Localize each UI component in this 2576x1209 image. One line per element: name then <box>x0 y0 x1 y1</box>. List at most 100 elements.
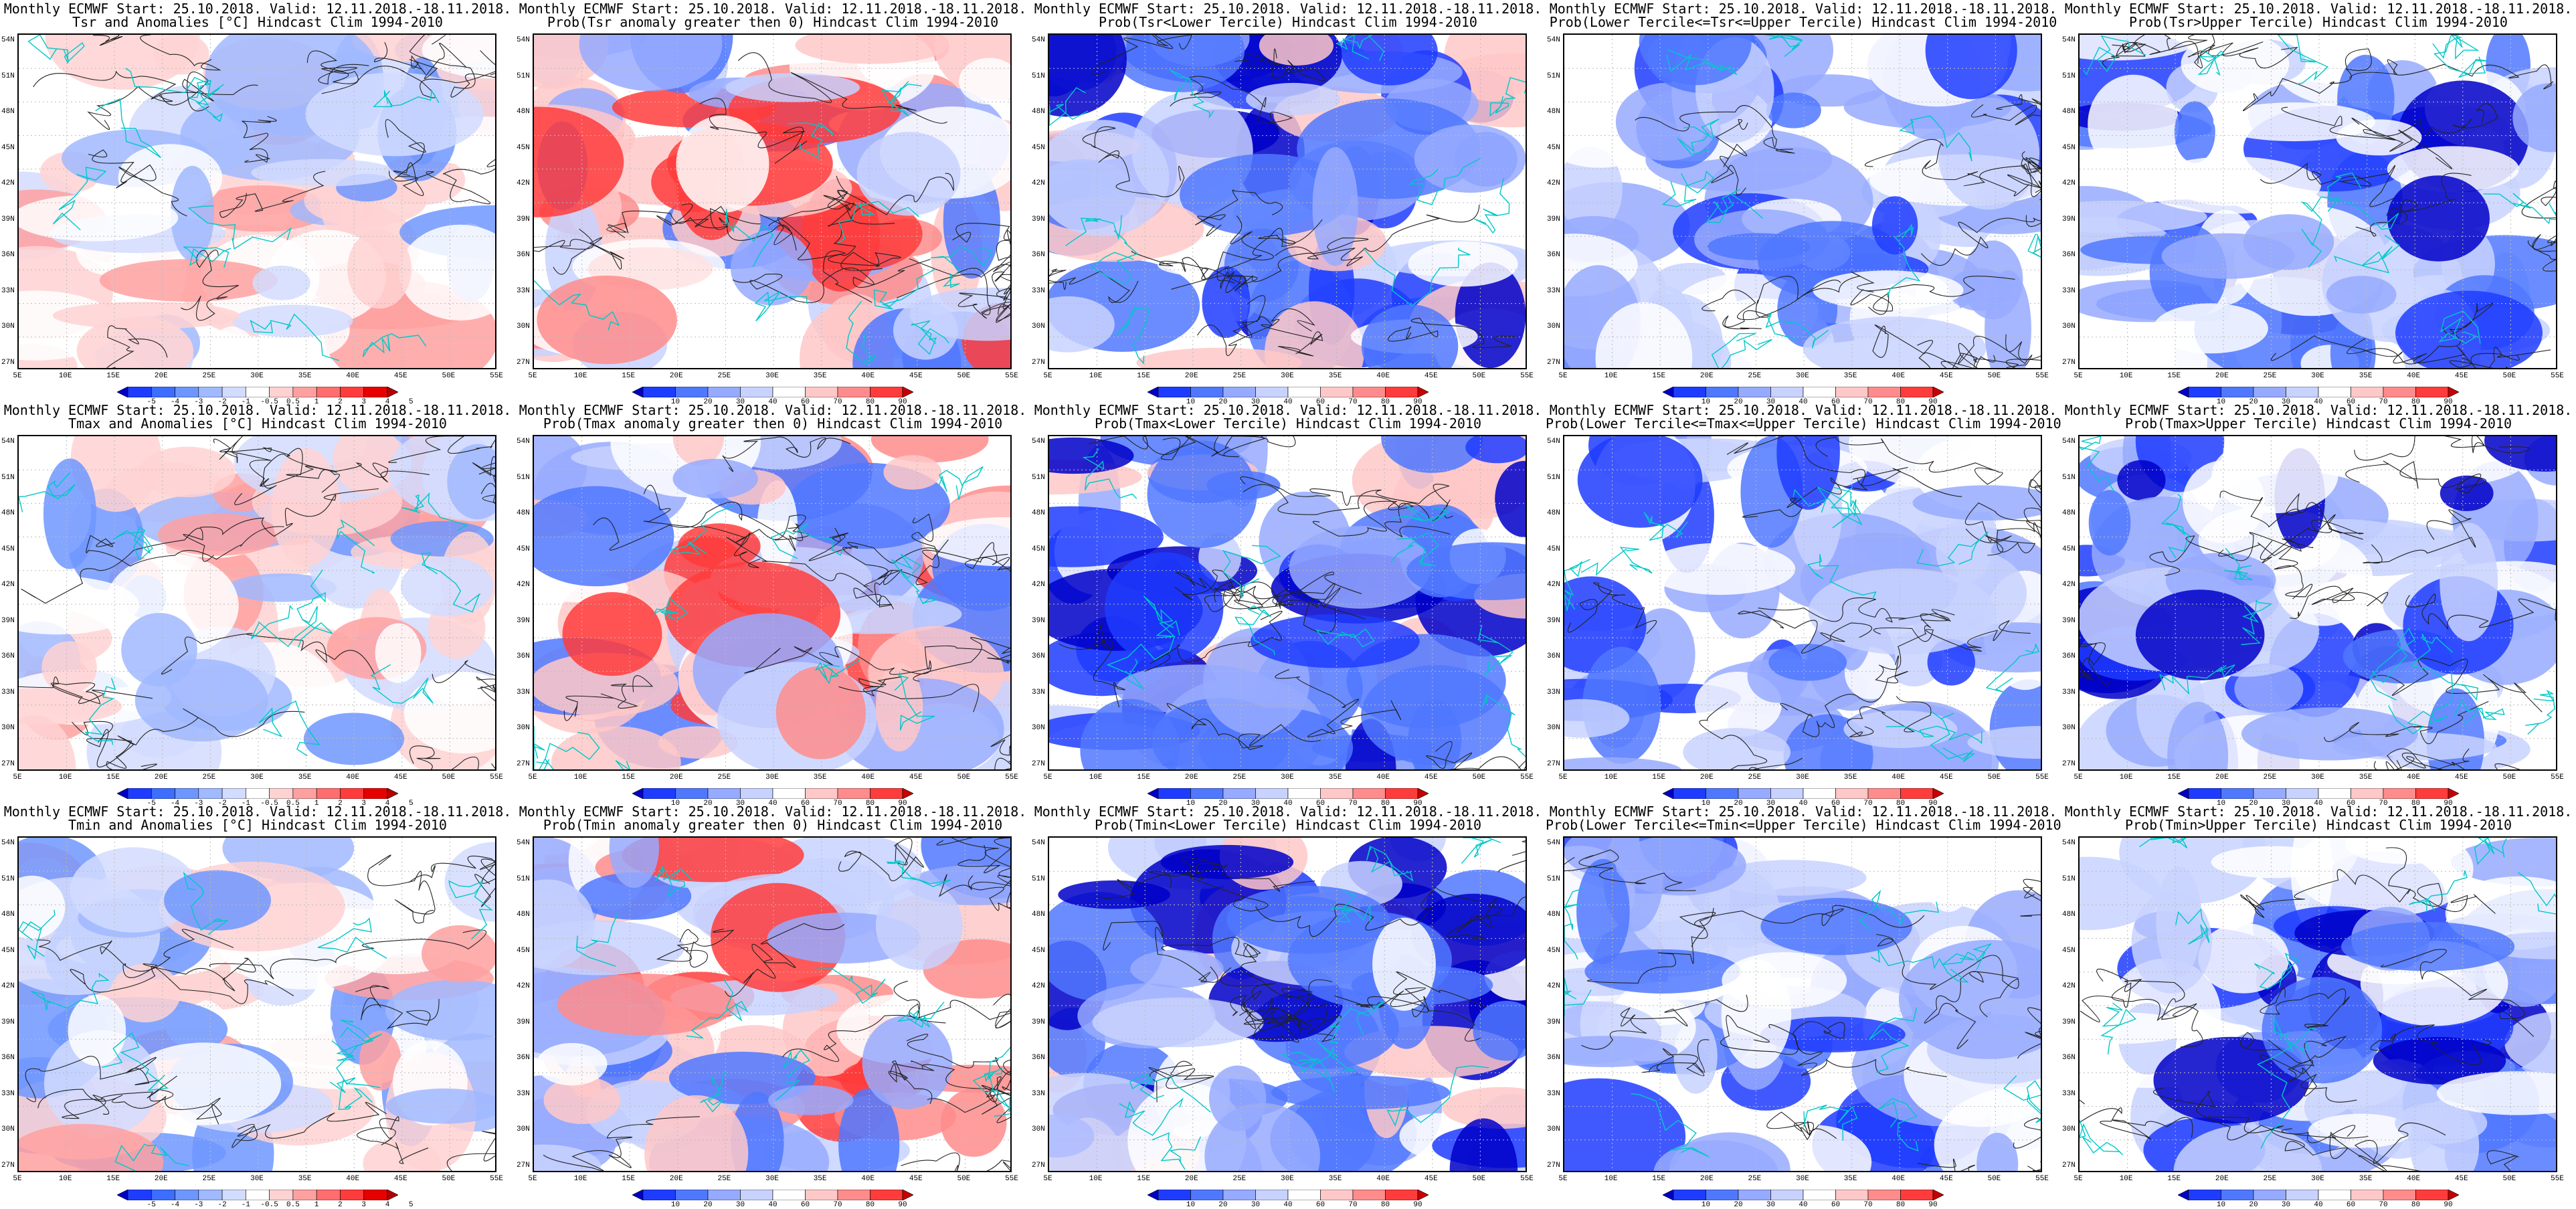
latitude-label: 45N <box>517 946 530 955</box>
colorbar-swatch <box>1385 1190 1418 1200</box>
longitude-label: 20E <box>669 773 683 781</box>
coastline <box>2080 1119 2124 1155</box>
longitude-label: 45E <box>909 1175 923 1183</box>
colorbar-swatch <box>1385 788 1418 799</box>
panel-header: Monthly ECMWF Start: 25.10.2018. Valid: … <box>2064 804 2573 820</box>
latitude-label: 39N <box>517 616 530 625</box>
latitude-label: 42N <box>1032 982 1045 991</box>
latitude-label: 51N <box>2062 473 2076 482</box>
contour-line <box>699 98 808 164</box>
latitude-label: 30N <box>1032 1125 1045 1134</box>
shaded-area <box>536 1042 608 1086</box>
colorbar-label: 70 <box>833 800 842 808</box>
coastline <box>984 1046 1010 1083</box>
shaded-area <box>883 455 942 490</box>
colorbar-swatch <box>1900 788 1934 799</box>
coastline <box>700 1070 727 1113</box>
contour-line <box>106 325 168 368</box>
latitude-label: 27N <box>1547 1161 1560 1170</box>
latitude-label: 54N <box>1547 839 1560 847</box>
shaded-area <box>1495 460 1526 537</box>
contour-line <box>388 436 495 463</box>
contour-line <box>781 1003 946 1062</box>
contour-line <box>1239 1002 1301 1043</box>
colorbar-swatch <box>1222 1190 1256 1200</box>
longitude-label: 50E <box>957 372 971 380</box>
colorbar-label: 70 <box>1348 398 1358 406</box>
colorbar-swatch <box>740 387 773 397</box>
colorbar-label: -3 <box>194 800 203 808</box>
contour-line <box>2260 988 2350 1031</box>
colorbar-swatch <box>1932 387 1944 397</box>
map-panel-r1c3: Monthly ECMWF Start: 25.10.2018. Valid: … <box>1030 0 1546 406</box>
contour-line <box>2345 460 2487 494</box>
longitude-label: 5E <box>13 1175 22 1183</box>
map-panel-r3c2: Monthly ECMWF Start: 25.10.2018. Valid: … <box>515 803 1030 1209</box>
longitude-label: 15E <box>622 773 636 781</box>
colorbar-swatch <box>1900 387 1934 397</box>
longitude-label: 40E <box>1376 773 1390 781</box>
longitude-label: 20E <box>154 773 168 781</box>
colorbar-label: 3 <box>361 1201 367 1209</box>
shaded-area <box>678 523 761 569</box>
colorbar-swatch <box>1147 788 1159 799</box>
shaded-area <box>862 1015 953 1109</box>
longitude-label: 55E <box>1520 1175 1534 1183</box>
coastline <box>1564 978 1592 1017</box>
contour-line <box>2096 968 2197 1020</box>
latitude-label: 42N <box>2062 581 2076 589</box>
contour-line <box>1738 610 1873 654</box>
shaded-area <box>2387 175 2490 262</box>
contour-line <box>306 50 369 85</box>
latitude-label: 45N <box>1032 545 1045 553</box>
shaded-area <box>1408 241 1518 287</box>
latitude-label: 48N <box>1032 108 1045 116</box>
contour-line <box>927 1085 1010 1123</box>
shaded-area <box>1049 35 1127 117</box>
coastline <box>183 872 229 935</box>
shaded-area <box>1160 844 1294 880</box>
contour-line <box>1170 76 1293 130</box>
shaded-area <box>1898 939 2041 1059</box>
colorbar-label: 30 <box>2281 398 2291 406</box>
latitude-label: 36N <box>517 652 530 661</box>
shaded-area <box>139 446 236 498</box>
longitude-label: 40E <box>346 1175 360 1183</box>
longitude-label: 35E <box>2359 1175 2373 1183</box>
longitude-label: 40E <box>861 372 875 380</box>
colorbar-swatch <box>2188 788 2221 799</box>
latitude-label: 30N <box>1 724 15 733</box>
coastline <box>1985 644 2040 693</box>
latitude-label: 48N <box>517 509 530 518</box>
contour-line <box>726 533 873 593</box>
colorbar-label: -2 <box>217 398 227 406</box>
shaded-area <box>2395 290 2543 368</box>
latitude-label: 36N <box>1032 251 1045 260</box>
colorbar <box>1663 788 1944 799</box>
contour-line <box>1924 971 2019 1049</box>
longitude-label: 25E <box>1748 1175 1762 1183</box>
contour-line <box>2381 949 2535 1037</box>
shaded-area <box>2451 838 2556 887</box>
latitude-label: 33N <box>517 688 530 696</box>
contour-line <box>2218 542 2313 599</box>
colorbar-swatch <box>1255 788 1289 799</box>
colorbar-swatch <box>292 788 317 799</box>
colorbar-swatch <box>1706 788 1739 799</box>
coastline <box>2369 628 2415 701</box>
coastline <box>31 973 110 1011</box>
colorbar-swatch <box>2253 387 2286 397</box>
coastline <box>2224 547 2253 581</box>
colorbar <box>632 387 913 397</box>
coastline <box>338 1079 381 1110</box>
coastline <box>1817 486 1862 529</box>
contour-line <box>2281 1122 2446 1171</box>
latitude-label: 30N <box>517 724 530 733</box>
panel-title: Tsr and Anomalies [°C] Hindcast Clim 199… <box>72 14 443 30</box>
latitude-label: 42N <box>517 982 530 991</box>
contour-line <box>1234 48 1326 82</box>
contour-line <box>863 513 939 587</box>
shaded-area <box>1843 710 1958 749</box>
shaded-area <box>2213 102 2376 142</box>
latitude-label: 36N <box>1 652 15 661</box>
